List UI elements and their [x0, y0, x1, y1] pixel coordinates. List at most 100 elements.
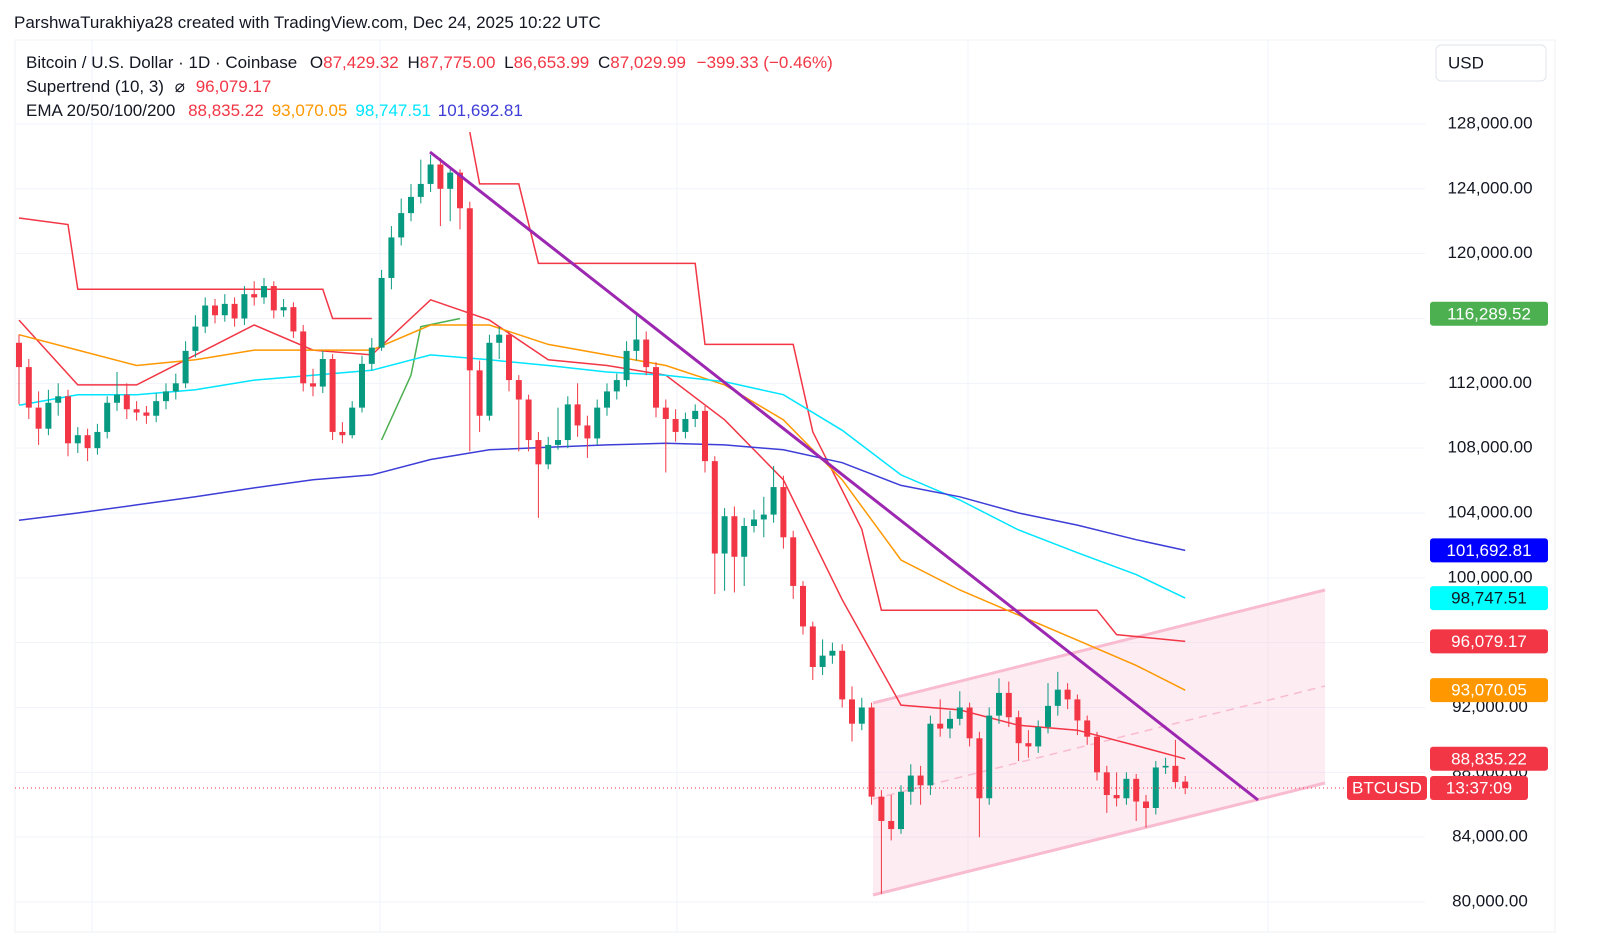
- axis-layer: 80,000.0084,000.0088,000.0092,000.0096,0…: [1347, 113, 1548, 910]
- price-badge: [1430, 586, 1548, 611]
- candle-body: [94, 431, 101, 449]
- candle-body: [711, 461, 718, 554]
- candle-body: [310, 383, 316, 387]
- candle-body: [212, 305, 218, 316]
- candle-body: [1123, 778, 1130, 799]
- candle-body: [368, 347, 375, 364]
- candle-body: [261, 286, 267, 298]
- y-tick-label: 84,000.00: [1452, 827, 1528, 846]
- y-tick-label: 80,000.00: [1452, 891, 1528, 910]
- symbol-badge: [1347, 776, 1427, 801]
- price-badge: [1430, 746, 1548, 771]
- candle-body: [613, 380, 620, 392]
- candle-body: [996, 692, 1002, 716]
- candle-body: [643, 339, 650, 368]
- ema-value: 101,692.81: [438, 101, 523, 120]
- supertrend-icon: ⌀: [175, 77, 185, 96]
- legend-line-3: EMA 20/50/100/200 88,835.22 93,070.05 98,7…: [26, 101, 523, 120]
- candle-body: [133, 409, 140, 413]
- candle-body: [623, 350, 630, 381]
- channel-upper: [872, 588, 1326, 705]
- candle-body: [1182, 781, 1189, 789]
- ohlc-key: O: [310, 53, 323, 72]
- candle-body: [280, 307, 287, 311]
- price-badge-label: 96,079.17: [1451, 632, 1527, 651]
- candle-body: [506, 334, 512, 381]
- candle-body: [584, 425, 591, 439]
- candle-body: [574, 404, 581, 426]
- candle-body: [956, 707, 963, 719]
- ohlc-value: 86,653.99: [514, 53, 590, 72]
- candle-body: [858, 707, 865, 724]
- candle-body: [16, 342, 22, 368]
- price-badge-label: 98,747.51: [1451, 589, 1527, 608]
- candle-body: [476, 370, 483, 416]
- candle-body: [535, 440, 542, 465]
- candle-body: [888, 820, 895, 830]
- candle-body: [378, 277, 385, 348]
- candle-body: [417, 183, 424, 197]
- ema-value: 98,747.51: [355, 101, 430, 120]
- channel-mid: [872, 685, 1326, 800]
- candle-body: [917, 775, 924, 786]
- candle-body: [1162, 765, 1169, 768]
- candle-body: [45, 402, 52, 429]
- candle-body: [839, 650, 846, 700]
- countdown-badge: [1430, 776, 1528, 801]
- candle-body: [1005, 692, 1012, 718]
- price-badge-label: 116,289.52: [1447, 304, 1531, 323]
- candle-body: [751, 519, 757, 526]
- candle-body: [427, 164, 434, 184]
- candle-body: [672, 418, 679, 432]
- y-tick-label: 104,000.00: [1447, 502, 1532, 521]
- candle-body: [927, 723, 934, 786]
- candle-body: [515, 380, 522, 400]
- candle-body: [1045, 705, 1051, 727]
- price-badge: [1430, 538, 1548, 563]
- ohlc-key: H: [408, 53, 420, 72]
- ohlc-value: 87,429.32: [323, 53, 399, 72]
- candle-body: [437, 164, 444, 189]
- y-tick-label: 124,000.00: [1447, 178, 1532, 197]
- candle-body: [604, 391, 610, 408]
- ohlc-key: C: [598, 53, 610, 72]
- candle-body: [1054, 689, 1061, 706]
- supertrend-value: 96,079.17: [196, 77, 272, 96]
- ohlc-key: L: [504, 53, 513, 72]
- price-badge-label: 101,692.81: [1446, 541, 1531, 560]
- candle-body: [319, 358, 326, 387]
- candle-body: [153, 401, 160, 416]
- candle-body: [221, 303, 228, 316]
- candle-body: [937, 723, 944, 729]
- candle-body: [339, 431, 346, 436]
- legend-line-1: Bitcoin / U.S. Dollar · 1D · Coinbase O8…: [26, 53, 833, 72]
- candle-body: [760, 514, 767, 520]
- candle-body: [741, 525, 748, 557]
- candle-body: [496, 334, 503, 343]
- candle-body: [182, 350, 189, 384]
- candle-body: [231, 303, 238, 319]
- currency[interactable]: USD: [1448, 53, 1484, 72]
- candle-body: [809, 626, 816, 667]
- candle-body: [447, 172, 454, 189]
- candle-body: [74, 435, 81, 444]
- supertrend-name: Supertrend (10, 3): [26, 77, 164, 96]
- ema-line: [18, 354, 1186, 599]
- candle-body: [1025, 743, 1032, 747]
- candle-body: [466, 208, 473, 371]
- candle-body: [594, 407, 601, 439]
- plot-layer: [15, 131, 1425, 894]
- supertrend-line: [18, 131, 1186, 643]
- candle-body: [114, 394, 120, 403]
- price-badge: [1430, 678, 1548, 703]
- currency-box[interactable]: [1435, 44, 1547, 82]
- candle-body: [163, 391, 169, 402]
- candle-body: [457, 172, 463, 209]
- currency-button[interactable]: USD: [1435, 44, 1547, 82]
- candle-body: [1172, 765, 1179, 783]
- candle-body: [349, 407, 356, 436]
- candle-body: [104, 402, 111, 432]
- candle-body: [682, 418, 689, 432]
